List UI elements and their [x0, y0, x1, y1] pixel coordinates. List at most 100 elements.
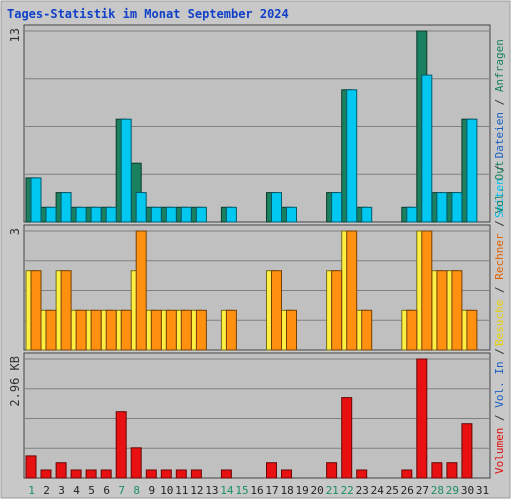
bar	[165, 206, 177, 223]
chart-title: Tages-Statistik im Monat September 2024	[7, 7, 289, 21]
bar	[70, 469, 82, 479]
panel-middle: 3 Besuche / Rechner / Vol. Out	[8, 161, 506, 351]
bar	[160, 469, 172, 479]
bar	[406, 309, 418, 351]
x-tick-label: 12	[190, 484, 203, 497]
bar	[30, 177, 42, 223]
panel-middle-max-label: 3	[8, 228, 22, 235]
bar	[120, 118, 132, 223]
bar	[55, 462, 67, 479]
x-tick-label: 28	[431, 484, 444, 497]
bar	[115, 411, 127, 479]
x-tick-label: 10	[160, 484, 173, 497]
bar	[195, 309, 207, 351]
legend-entry: /	[493, 214, 506, 234]
bar	[225, 309, 237, 351]
legend-entry: /	[493, 158, 506, 178]
legend-entry: Vol. Out	[493, 161, 506, 214]
x-tick-label: 3	[58, 484, 65, 497]
bar	[60, 270, 72, 351]
bar	[416, 358, 428, 479]
bar	[195, 206, 207, 223]
bar	[341, 397, 353, 479]
legend-entry: Seiten	[493, 178, 506, 218]
panel-bottom: 2.96 KB Volumen / Vol. In /	[8, 348, 506, 479]
bar	[281, 469, 292, 479]
panel-top: 13 Seiten / Dateien / Anfragen	[8, 24, 506, 223]
bar	[60, 192, 72, 223]
bar	[150, 206, 162, 223]
chart-panels: 13 Seiten / Dateien / Anfragen 3 Besuche / …	[8, 24, 506, 479]
x-tick-label: 4	[73, 484, 80, 497]
bar	[266, 462, 277, 479]
x-tick-label: 24	[371, 484, 385, 497]
bar	[145, 469, 157, 479]
bar	[451, 270, 463, 351]
bar	[436, 270, 448, 351]
panel-top-plot-area	[23, 24, 491, 223]
bar	[75, 206, 87, 223]
bar	[331, 270, 343, 351]
x-tick-label: 27	[416, 484, 429, 497]
x-tick-label: 26	[401, 484, 414, 497]
bar	[225, 206, 237, 223]
bar	[361, 206, 373, 223]
x-tick-label: 30	[461, 484, 474, 497]
bar	[75, 309, 87, 351]
legend-entry: /	[493, 92, 506, 112]
bar	[461, 423, 473, 479]
panel-bottom-legend: Volumen / Vol. In /	[493, 348, 506, 474]
panel-top-max-label: 13	[8, 28, 22, 42]
legend-entry: Rechner	[493, 233, 506, 280]
bar	[421, 230, 433, 351]
legend-entry: /	[493, 408, 506, 428]
x-tick-label: 5	[88, 484, 95, 497]
x-tick-label: 16	[250, 484, 263, 497]
x-axis-ticks: 1 2 3 4 5 6 7 8 9 10 11 12 13 14 15 16 17 18 19 20 21 22 23 24 2…	[28, 484, 489, 497]
bar	[286, 309, 297, 351]
legend-entry: /	[493, 348, 506, 361]
bar	[421, 74, 433, 223]
bar	[180, 206, 192, 223]
bar	[105, 206, 117, 223]
x-tick-label: 21	[326, 484, 339, 497]
x-tick-label: 19	[295, 484, 308, 497]
panel-bottom-max-label: 2.96 KB	[8, 356, 22, 407]
panel-bottom-plot-area	[23, 352, 491, 479]
series-volumen	[25, 358, 473, 479]
x-tick-label: 13	[205, 484, 218, 497]
x-tick-label: 2	[43, 484, 50, 497]
x-tick-label: 29	[446, 484, 459, 497]
x-tick-label: 22	[341, 484, 354, 497]
bar	[436, 192, 448, 223]
bar	[25, 455, 37, 479]
bar	[135, 192, 147, 223]
x-tick-label: 9	[148, 484, 155, 497]
x-tick-label: 11	[175, 484, 188, 497]
bar	[45, 206, 57, 223]
panel-middle-legend: Besuche / Rechner / Vol. Out	[493, 161, 506, 346]
bar	[175, 469, 187, 479]
legend-entry: Volumen	[493, 428, 506, 474]
series-seiten	[30, 74, 478, 223]
bar	[220, 469, 232, 479]
bar	[40, 469, 52, 479]
x-tick-label: 8	[133, 484, 140, 497]
x-tick-label: 23	[356, 484, 369, 497]
x-tick-label: 18	[280, 484, 293, 497]
bar	[90, 309, 102, 351]
bar	[150, 309, 162, 351]
x-tick-label: 15	[235, 484, 248, 497]
x-tick-label: 20	[310, 484, 323, 497]
bar	[105, 309, 117, 351]
legend-entry: Dateien	[493, 112, 506, 158]
bar	[85, 469, 97, 479]
legend-entry: Anfragen	[493, 39, 506, 92]
bar	[90, 206, 102, 223]
bar	[431, 462, 443, 479]
bar	[45, 309, 57, 351]
bar	[135, 230, 147, 351]
legend-entry: /	[493, 280, 506, 300]
bar	[466, 118, 478, 223]
